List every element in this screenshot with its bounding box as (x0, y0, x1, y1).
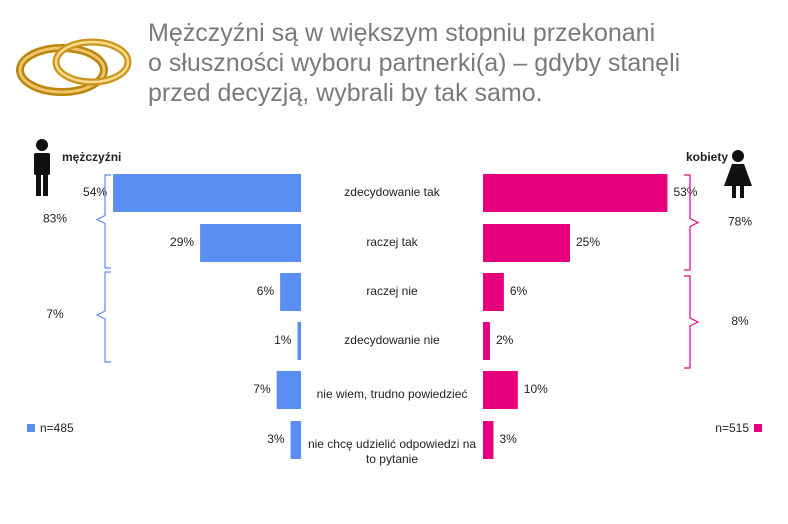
bar (483, 174, 668, 212)
title-line: o słuszności wyboru partnerki(a) – gdyby… (148, 49, 681, 77)
summary-label: 8% (731, 314, 749, 328)
bar (276, 371, 301, 409)
legend-label: mężczyźni (62, 150, 121, 164)
category-label: zdecydowanie tak (344, 185, 440, 199)
bracket (684, 174, 700, 271)
legend-swatch (754, 424, 762, 432)
male-icon (34, 139, 50, 196)
category-label: nie wiem, trudno powiedzieć (316, 387, 468, 401)
bracket (95, 271, 111, 363)
bar (200, 224, 301, 262)
category-label: zdecydowanie nie (344, 333, 440, 347)
value-label: 6% (257, 284, 275, 298)
legend-label: kobiety (686, 150, 728, 164)
summary-label: 7% (46, 307, 64, 321)
sample-label: n=515 (715, 421, 749, 435)
chart-title: Mężczyźni są w większym stopniu przekona… (148, 18, 768, 108)
bracket (95, 174, 111, 269)
title-line: przed decyzją, wybrali by tak samo. (148, 79, 543, 107)
value-label: 29% (170, 235, 194, 249)
value-label: 25% (576, 235, 600, 249)
category-label: raczej nie (366, 284, 418, 298)
value-label: 10% (524, 382, 548, 396)
bracket (684, 275, 700, 369)
summary-label: 78% (728, 215, 752, 229)
bar (483, 322, 490, 360)
value-label: 2% (496, 333, 514, 347)
category-label: nie chcę udzielić odpowiedzi na to pytan… (307, 437, 477, 466)
bar (297, 322, 301, 360)
value-label: 7% (253, 382, 271, 396)
bar (483, 224, 570, 262)
summary-label: 83% (43, 212, 67, 226)
value-label: 3% (267, 432, 285, 446)
rings-icon (16, 38, 132, 96)
bar (483, 273, 504, 311)
value-label: 53% (673, 185, 697, 199)
female-icon (724, 150, 752, 198)
title-line: Mężczyźni są w większym stopniu przekona… (148, 19, 656, 47)
value-label: 3% (499, 432, 517, 446)
value-label: 6% (510, 284, 528, 298)
bar (483, 421, 494, 459)
sample-label: n=485 (40, 421, 74, 435)
value-label: 54% (83, 185, 107, 199)
value-label: 1% (274, 333, 292, 347)
bar (483, 371, 518, 409)
category-label: raczej tak (366, 235, 418, 249)
bar (113, 174, 301, 212)
bar (290, 421, 301, 459)
legend-swatch (27, 424, 35, 432)
bar (280, 273, 301, 311)
